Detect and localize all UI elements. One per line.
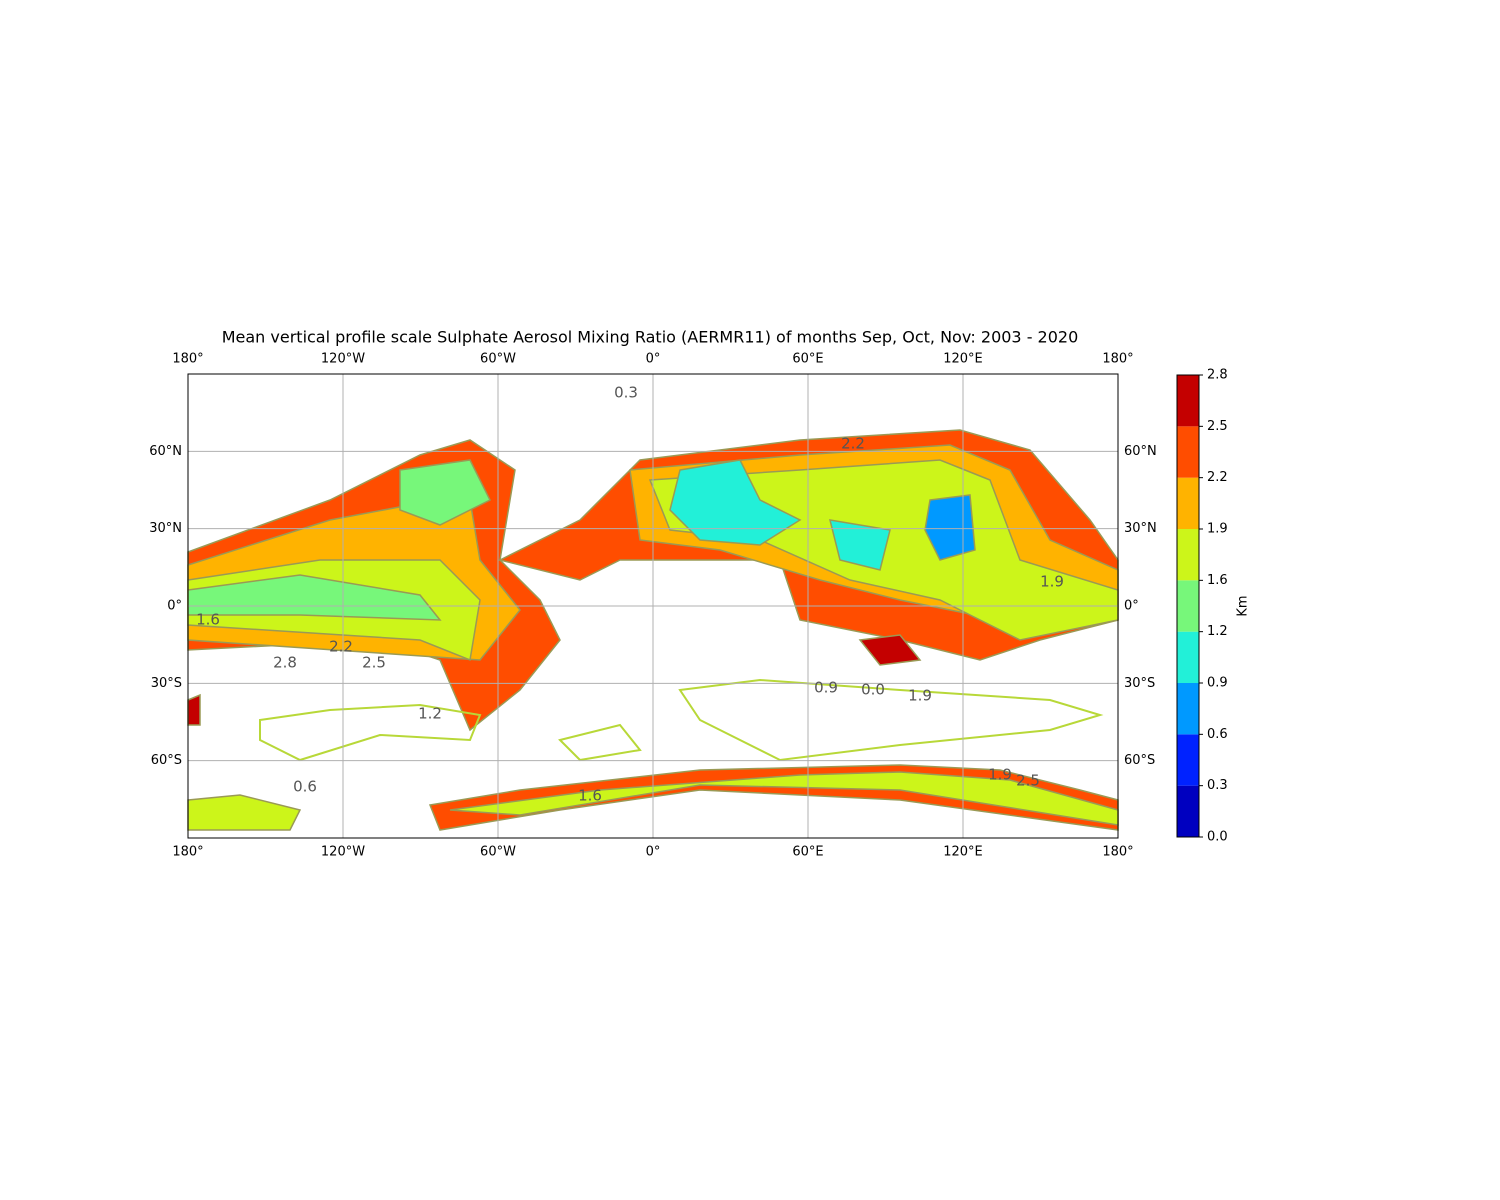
contour-label: 1.2 [418, 705, 442, 723]
x-tick-label: 0° [646, 352, 661, 367]
contour-label: 2.2 [329, 638, 353, 656]
contour-label: 2.5 [1016, 772, 1040, 790]
y-tick-label: 30°S [1124, 676, 1155, 691]
colorbar-band [1177, 426, 1199, 478]
colorbar-label: Km [1236, 595, 1251, 616]
colorbar-tick-label: 0.6 [1207, 727, 1228, 742]
colorbar-band [1177, 734, 1199, 786]
contour-label: 1.9 [908, 687, 932, 705]
colorbar-band [1177, 375, 1199, 427]
y-tick-label: 30°N [1124, 521, 1157, 536]
contour-label: 1.9 [1040, 573, 1064, 591]
y-tick-label: 60°N [1124, 444, 1157, 459]
y-tick-label: 60°S [1124, 753, 1155, 768]
colorbar-band [1177, 683, 1199, 735]
chart-title: Mean vertical profile scale Sulphate Aer… [222, 328, 1079, 347]
colorbar-tick-label: 1.9 [1207, 522, 1228, 537]
x-tick-label: 60°W [480, 845, 516, 860]
contour-label: 2.5 [362, 654, 386, 672]
x-tick-label: 60°E [792, 845, 823, 860]
y-tick-label: 30°S [151, 676, 182, 691]
colorbar-band [1177, 529, 1199, 581]
colorbar-tick-label: 1.6 [1207, 573, 1228, 588]
x-tick-label: 120°E [943, 352, 983, 367]
contour-lines [259, 678, 1104, 762]
contour-label: 1.9 [988, 766, 1012, 784]
x-tick-label: 120°W [321, 845, 365, 860]
colorbar-tick-label: 0.3 [1207, 778, 1228, 793]
y-tick-label: 60°S [151, 753, 182, 768]
y-tick-label: 30°N [149, 521, 182, 536]
contour-label: 0.3 [614, 384, 638, 402]
colorbar-tick-label: 2.8 [1207, 368, 1228, 383]
x-tick-label: 180° [1102, 845, 1133, 860]
map-frame [187, 373, 1119, 839]
contour-label: 0.6 [293, 778, 317, 796]
y-tick-label: 60°N [149, 444, 182, 459]
x-tick-label: 0° [646, 845, 661, 860]
contour-label: 0.0 [861, 681, 885, 699]
colorbar-tick-label: 1.2 [1207, 624, 1228, 639]
contour-label: 2.2 [841, 435, 865, 453]
x-tick-label: 60°E [792, 352, 823, 367]
x-tick-label: 120°E [943, 845, 983, 860]
colorbar-tick-label: 0.0 [1207, 830, 1228, 845]
x-tick-label: 180° [1102, 352, 1133, 367]
y-tick-label: 0° [1124, 599, 1139, 614]
contour-label: 0.9 [814, 679, 838, 697]
y-tick-label: 0° [167, 599, 182, 614]
colorbar-band [1177, 580, 1199, 632]
contour-label: 2.8 [273, 654, 297, 672]
colorbar-band [1177, 631, 1199, 683]
contour-label: 1.6 [196, 611, 220, 629]
colorbar-tick-label: 2.2 [1207, 470, 1228, 485]
colorbar-tick-label: 2.5 [1207, 419, 1228, 434]
colorbar-band [1177, 477, 1199, 529]
contour-label: 1.6 [578, 787, 602, 805]
colorbar-frame [1176, 374, 1200, 838]
colorbar-tick-label: 0.9 [1207, 676, 1228, 691]
colorbar-band [1177, 785, 1199, 837]
x-tick-label: 60°W [480, 352, 516, 367]
x-tick-label: 180° [172, 845, 203, 860]
x-tick-label: 120°W [321, 352, 365, 367]
x-tick-label: 180° [172, 352, 203, 367]
